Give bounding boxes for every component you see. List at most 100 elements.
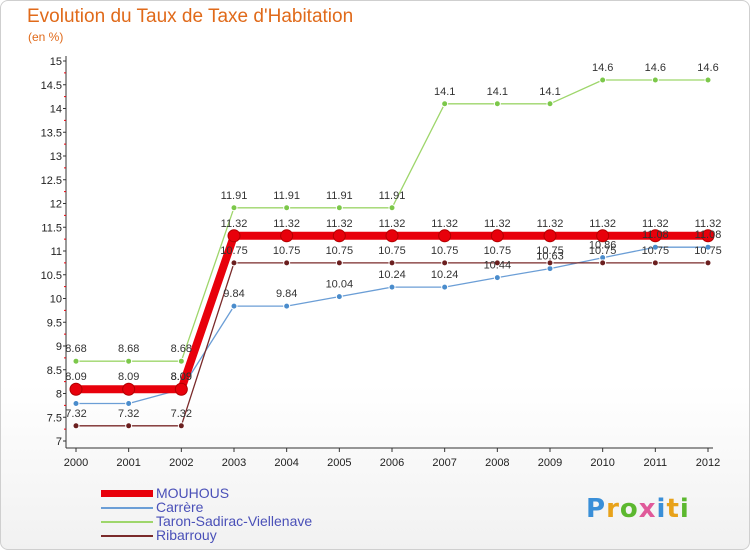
data-point <box>177 422 185 430</box>
data-label: 7.32 <box>171 408 192 420</box>
legend-label: Taron-Sadirac-Viellenave <box>156 513 313 529</box>
x-tick-label: 2009 <box>538 457 562 469</box>
y-tick-label: 13.5 <box>41 127 62 139</box>
x-tick-label: 2007 <box>432 457 456 469</box>
data-point <box>385 229 399 243</box>
data-point <box>388 283 396 291</box>
data-point <box>648 229 662 243</box>
data-point <box>493 259 501 267</box>
data-label: 10.75 <box>642 245 670 257</box>
data-point <box>332 229 346 243</box>
data-label: 11.32 <box>537 218 564 230</box>
data-label: 11.32 <box>695 218 722 230</box>
data-label: 10.75 <box>589 245 617 257</box>
data-label: 11.32 <box>379 218 406 230</box>
data-label: 11.32 <box>642 218 669 230</box>
data-point <box>283 204 291 212</box>
data-label: 11.32 <box>484 218 511 230</box>
logo-letter: i <box>656 494 667 524</box>
legend-swatch <box>101 507 153 509</box>
data-point <box>283 302 291 310</box>
x-tick-label: 2006 <box>380 457 404 469</box>
data-point <box>125 357 133 365</box>
data-label: 11.08 <box>642 229 669 241</box>
data-point <box>438 229 452 243</box>
data-point <box>69 382 83 396</box>
data-label: 8.09 <box>118 371 139 383</box>
data-point <box>227 229 241 243</box>
data-label: 10.75 <box>273 245 301 257</box>
data-label: 8.68 <box>171 343 192 355</box>
data-point <box>230 259 238 267</box>
data-label: 8.09 <box>171 371 192 383</box>
y-tick-label: 11 <box>51 246 62 258</box>
data-point <box>493 274 501 282</box>
data-label: 14.1 <box>539 86 560 98</box>
data-point <box>441 259 449 267</box>
data-point <box>543 229 557 243</box>
data-point <box>651 259 659 267</box>
data-label: 11.91 <box>326 190 353 202</box>
data-label: 10.04 <box>326 279 354 291</box>
data-label: 10.24 <box>378 269 406 281</box>
data-point <box>230 204 238 212</box>
legend-label: MOUHOUS <box>156 485 230 501</box>
data-label: 10.75 <box>326 245 354 257</box>
data-label: 9.84 <box>223 288 244 300</box>
data-point <box>335 293 343 301</box>
x-tick-label: 2012 <box>696 457 720 469</box>
data-label: 10.75 <box>431 245 459 257</box>
y-tick-label: 9 <box>56 341 62 353</box>
logo-letter: t <box>666 494 680 524</box>
data-label: 10.75 <box>378 245 406 257</box>
data-point <box>72 399 80 407</box>
data-point <box>441 100 449 108</box>
proxiti-logo: Proxiti <box>586 494 690 524</box>
data-point <box>72 422 80 430</box>
y-tick-label: 10.5 <box>41 270 62 282</box>
data-point <box>599 259 607 267</box>
data-point <box>283 259 291 267</box>
data-label: 11.32 <box>431 218 458 230</box>
y-tick-label: 12 <box>50 199 62 211</box>
data-point <box>125 422 133 430</box>
data-label: 10.24 <box>431 269 459 281</box>
logo-letter: i <box>679 494 690 524</box>
legend-swatch <box>101 535 153 537</box>
data-label: 11.32 <box>273 218 300 230</box>
data-point <box>599 76 607 84</box>
axes: 7 7.5 8 8.5 9 9.5 10 10.5 11 11.5 12 12.5 13 13.5 14 14… <box>41 56 720 469</box>
data-point <box>388 259 396 267</box>
data-point <box>546 100 554 108</box>
y-tick-label: 10 <box>50 294 62 306</box>
data-point <box>72 357 80 365</box>
x-tick-label: 2001 <box>116 457 140 469</box>
y-tick-label: 12.5 <box>41 175 62 187</box>
data-point <box>546 265 554 273</box>
data-point <box>177 357 185 365</box>
data-label: 10.75 <box>694 245 722 257</box>
y-tick-label: 14.5 <box>41 80 62 92</box>
series-layer <box>69 76 715 430</box>
data-label: 14.1 <box>487 86 508 98</box>
data-label: 14.1 <box>434 86 455 98</box>
data-label: 8.68 <box>65 343 86 355</box>
data-point <box>122 382 136 396</box>
data-label: 11.32 <box>589 218 616 230</box>
series-line <box>76 231 708 394</box>
data-label: 9.84 <box>276 288 297 300</box>
data-point <box>704 76 712 84</box>
chart-title: Evolution du Taux de Taxe d'Habitation <box>27 6 354 27</box>
legend-label: Carrère <box>156 499 204 515</box>
y-tick-label: 9.5 <box>47 317 62 329</box>
data-point <box>388 204 396 212</box>
legend-swatch <box>101 490 153 497</box>
data-label: 7.32 <box>65 408 86 420</box>
x-tick-label: 2005 <box>327 457 351 469</box>
logo-letter: P <box>586 494 607 524</box>
x-tick-label: 2010 <box>590 457 614 469</box>
data-label: 8.09 <box>171 371 192 383</box>
